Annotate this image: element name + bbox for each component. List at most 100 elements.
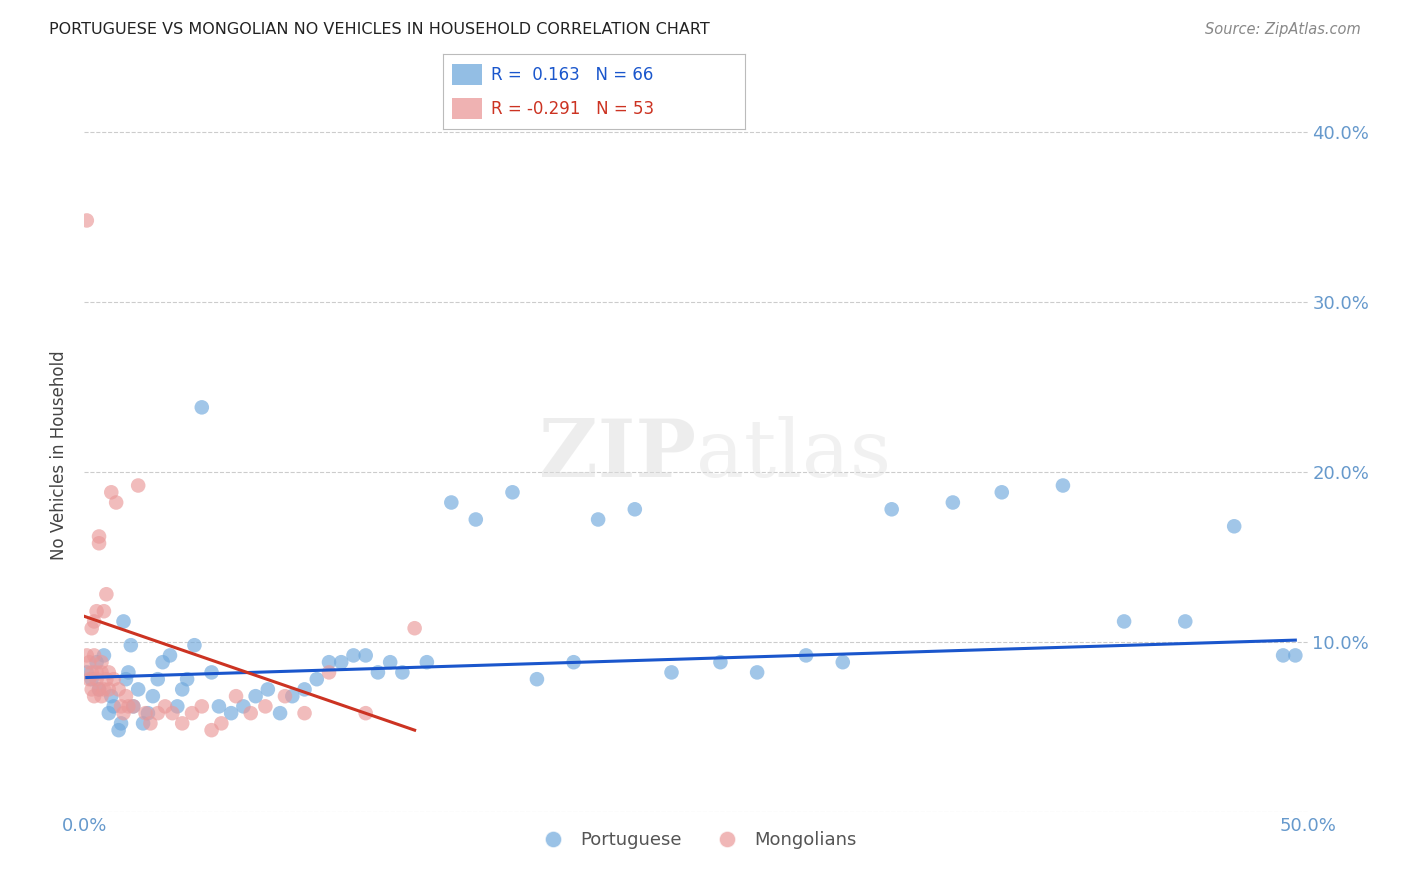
Text: atlas: atlas <box>696 416 891 494</box>
Point <box>135 706 157 721</box>
Point <box>661 665 683 680</box>
Point <box>709 655 731 669</box>
Point <box>139 716 162 731</box>
Point <box>105 495 128 509</box>
Point <box>1284 648 1306 663</box>
Point <box>76 648 98 663</box>
Point <box>146 672 169 686</box>
Point <box>281 689 304 703</box>
Point <box>464 512 486 526</box>
Text: PORTUGUESE VS MONGOLIAN NO VEHICLES IN HOUSEHOLD CORRELATION CHART: PORTUGUESE VS MONGOLIAN NO VEHICLES IN H… <box>49 22 710 37</box>
Point <box>127 478 149 492</box>
Point <box>257 682 280 697</box>
Point <box>90 655 112 669</box>
Point <box>103 699 125 714</box>
Point <box>87 682 110 697</box>
Point <box>254 699 277 714</box>
Point <box>100 485 122 500</box>
Point <box>208 699 231 714</box>
Text: ZIP: ZIP <box>538 416 696 494</box>
Point <box>100 689 122 703</box>
Point <box>172 716 194 731</box>
Point <box>181 706 204 721</box>
Point <box>117 665 139 680</box>
Point <box>80 682 103 697</box>
Point <box>269 706 291 721</box>
FancyBboxPatch shape <box>451 64 482 86</box>
Point <box>112 706 135 721</box>
Point <box>146 706 169 721</box>
Point <box>107 682 129 697</box>
Point <box>502 485 524 500</box>
FancyBboxPatch shape <box>451 98 482 120</box>
Point <box>97 665 120 680</box>
Point <box>586 512 609 526</box>
Point <box>200 665 222 680</box>
Point <box>342 648 364 663</box>
Point <box>83 689 105 703</box>
Point <box>76 213 98 227</box>
Point <box>367 665 389 680</box>
Point <box>90 665 112 680</box>
Point <box>200 723 222 738</box>
Point <box>380 655 402 669</box>
Point <box>110 716 132 731</box>
Point <box>80 672 103 686</box>
Point <box>162 706 184 721</box>
Point <box>1114 615 1136 629</box>
Point <box>1052 478 1074 492</box>
Point <box>245 689 267 703</box>
Point <box>318 655 340 669</box>
Point <box>80 665 103 680</box>
Point <box>93 604 115 618</box>
Point <box>172 682 194 697</box>
Point <box>274 689 297 703</box>
Point <box>136 706 159 721</box>
Point <box>110 699 132 714</box>
Point <box>76 665 98 680</box>
Point <box>232 699 254 714</box>
Point <box>83 648 105 663</box>
Point <box>77 672 100 686</box>
Point <box>831 655 853 669</box>
Point <box>90 689 112 703</box>
Point <box>86 665 108 680</box>
Point <box>305 672 328 686</box>
Point <box>318 665 340 680</box>
Point <box>87 536 110 550</box>
Point <box>1223 519 1246 533</box>
Point <box>115 689 138 703</box>
Legend: Portuguese, Mongolians: Portuguese, Mongolians <box>529 824 863 856</box>
Point <box>112 615 135 629</box>
Point <box>294 682 316 697</box>
Point <box>142 689 165 703</box>
Point <box>122 699 145 714</box>
Point <box>77 655 100 669</box>
Point <box>942 495 965 509</box>
Point <box>183 638 205 652</box>
Point <box>794 648 817 663</box>
Point <box>122 699 145 714</box>
Point <box>127 682 149 697</box>
Point <box>97 682 120 697</box>
Point <box>416 655 439 669</box>
Point <box>166 699 188 714</box>
Point <box>86 655 108 669</box>
Point <box>96 672 118 686</box>
Point <box>219 706 242 721</box>
Point <box>209 716 232 731</box>
Point <box>562 655 585 669</box>
Point <box>404 621 426 635</box>
Y-axis label: No Vehicles in Household: No Vehicles in Household <box>51 350 69 560</box>
Text: Source: ZipAtlas.com: Source: ZipAtlas.com <box>1205 22 1361 37</box>
Point <box>159 648 181 663</box>
Point <box>132 716 155 731</box>
Point <box>115 672 138 686</box>
Point <box>103 672 125 686</box>
Point <box>93 682 115 697</box>
Point <box>330 655 353 669</box>
Point <box>120 638 142 652</box>
Point <box>87 529 110 543</box>
Point <box>117 699 139 714</box>
Point <box>96 587 118 601</box>
